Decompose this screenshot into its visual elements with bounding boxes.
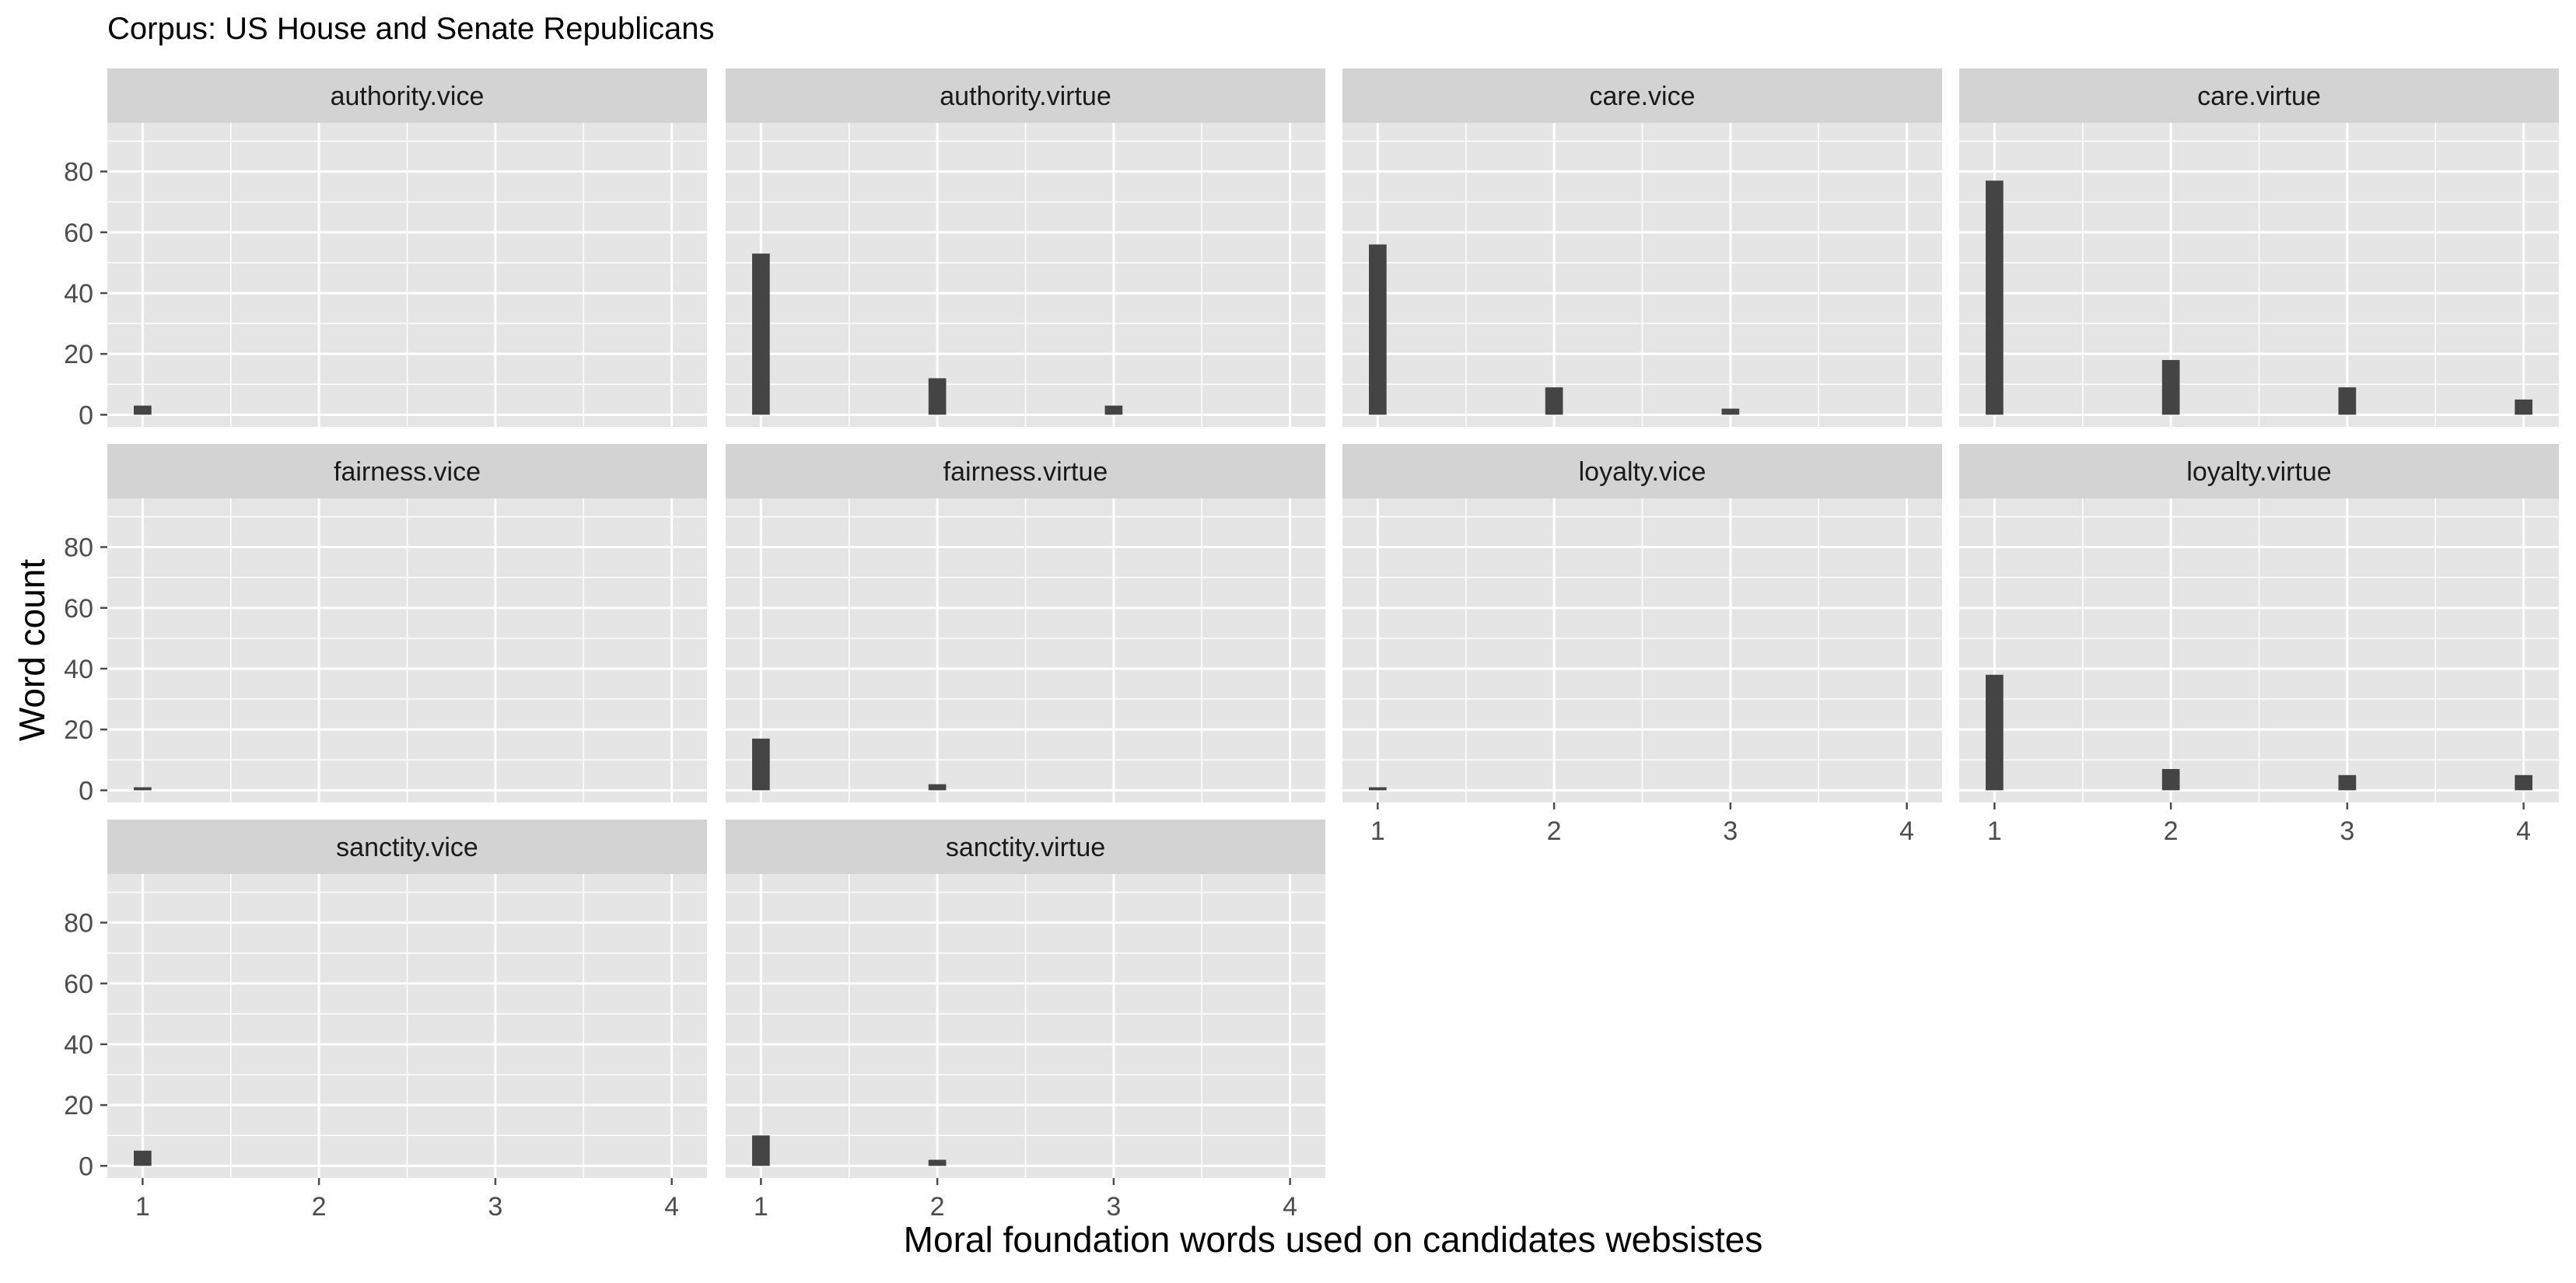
y-tick-label: 40 [64, 1030, 93, 1060]
y-tick-label: 60 [64, 218, 93, 248]
bar [2338, 387, 2357, 415]
bar [134, 1150, 152, 1166]
x-tick-label: 2 [2164, 816, 2179, 846]
facet-panel: fairness.vice 0 20 40 60 80 [64, 444, 707, 806]
y-tick-label: 20 [64, 1091, 93, 1120]
facet-panel: loyalty.vice 1 2 3 4 [1342, 444, 1942, 846]
x-tick-label: 2 [312, 1192, 327, 1222]
facet-label: fairness.vice [334, 457, 481, 487]
x-tick-label: 3 [1106, 1192, 1121, 1222]
x-tick-label: 2 [930, 1192, 945, 1222]
facet-strip [107, 444, 707, 498]
bar [1104, 405, 1123, 415]
facet-panel: care.vice [1342, 68, 1942, 427]
facet-panel: care.virtue [1959, 68, 2559, 427]
y-tick-label: 20 [64, 715, 93, 745]
x-tick-label: 4 [664, 1192, 679, 1222]
bar [2161, 359, 2180, 415]
facet-label: authority.virtue [940, 82, 1111, 111]
bar [2161, 768, 2180, 791]
y-axis-label: Word count [12, 559, 52, 742]
y-tick-label: 60 [64, 594, 93, 624]
x-tick-label: 1 [1987, 816, 2002, 846]
facet-panel: authority.virtue [726, 68, 1325, 427]
bar [1986, 180, 2004, 415]
facet-label: loyalty.vice [1579, 457, 1706, 487]
facet-panel: fairness.virtue [726, 444, 1325, 802]
facet-label: authority.vice [331, 82, 485, 111]
bar [2338, 774, 2357, 791]
x-axis-label: Moral foundation words used on candidate… [904, 1219, 1763, 1260]
bar [928, 378, 947, 415]
x-tick-label: 1 [135, 1192, 150, 1222]
bar [134, 787, 152, 791]
facet-strip [1959, 68, 2559, 123]
x-tick-label: 4 [1283, 1192, 1297, 1222]
facet-label: sanctity.virtue [946, 833, 1105, 862]
y-tick-label: 40 [64, 655, 93, 684]
facet-strip [1342, 444, 1942, 498]
bar [928, 784, 947, 791]
facet-label: fairness.virtue [943, 457, 1108, 487]
facet-strip [107, 68, 707, 123]
facet-panel: sanctity.virtue 1 2 3 4 [726, 820, 1325, 1222]
y-tick-label: 80 [64, 533, 93, 563]
bar [1369, 787, 1387, 791]
bar [752, 1135, 770, 1166]
x-tick-label: 3 [488, 1192, 502, 1222]
x-tick-label: 2 [1547, 816, 1562, 846]
facet-label: sanctity.vice [336, 833, 478, 862]
facet-panel: sanctity.vice 0 20 40 60 80 1 2 3 4 [64, 820, 707, 1222]
y-tick-label: 60 [64, 970, 93, 999]
facet-panel: loyalty.virtue 1 2 3 4 [1959, 444, 2559, 846]
y-tick-label: 0 [79, 776, 93, 806]
bar [2515, 399, 2532, 415]
x-tick-label: 3 [2340, 816, 2354, 846]
bar [1721, 408, 1740, 415]
facet-strip [1342, 68, 1942, 123]
bar [2515, 774, 2532, 791]
y-tick-label: 80 [64, 909, 93, 939]
facet-strip [726, 68, 1325, 123]
bar [752, 738, 770, 791]
bar [1545, 387, 1563, 415]
y-tick-label: 20 [64, 340, 93, 369]
bar [928, 1159, 947, 1166]
facet-label: care.virtue [2197, 82, 2321, 111]
facet-strip [1959, 444, 2559, 498]
bar [1369, 244, 1387, 415]
facet-strip [726, 820, 1325, 874]
x-tick-label: 1 [754, 1192, 768, 1222]
facet-label: care.vice [1589, 82, 1695, 111]
bar [1986, 674, 2004, 791]
facet-strip [726, 444, 1325, 498]
bar [752, 253, 770, 415]
x-tick-label: 3 [1723, 816, 1738, 846]
x-tick-label: 4 [1899, 816, 1914, 846]
x-tick-label: 4 [2516, 816, 2531, 846]
x-tick-label: 1 [1370, 816, 1385, 846]
facet-panel: authority.vice 0 20 40 60 80 [64, 68, 707, 430]
chart-title: Corpus: US House and Senate Republicans [107, 12, 714, 46]
y-tick-label: 0 [79, 400, 93, 430]
y-tick-label: 40 [64, 279, 93, 309]
bar [134, 405, 152, 415]
y-tick-label: 0 [79, 1152, 93, 1181]
y-tick-label: 80 [64, 158, 93, 187]
facet-label: loyalty.virtue [2186, 457, 2331, 487]
facet-strip [107, 820, 707, 874]
